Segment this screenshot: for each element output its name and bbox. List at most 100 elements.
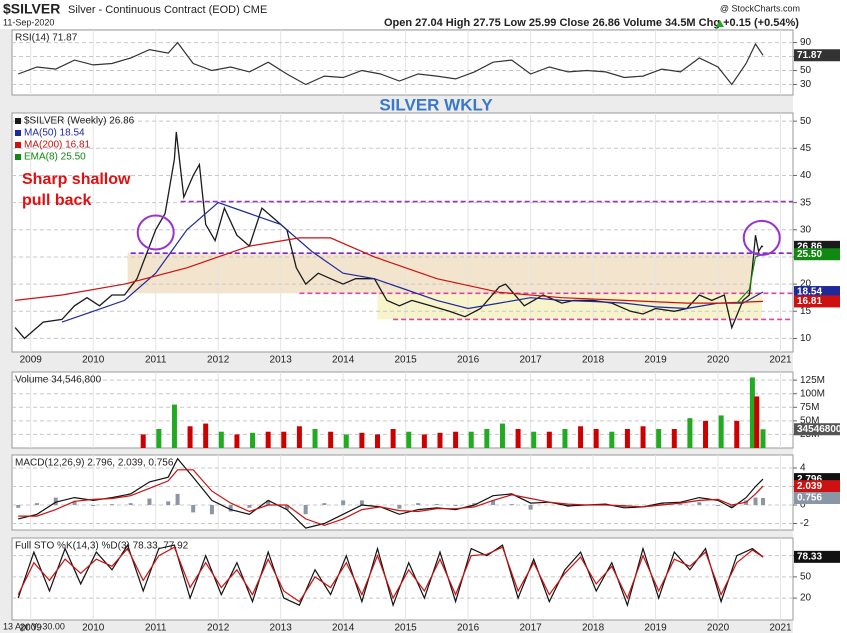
volume-bar xyxy=(312,429,318,448)
panel-title: MACD(12,26,9) 2.796, 2.039, 0.756 xyxy=(15,458,174,469)
histogram-bar xyxy=(416,503,421,505)
value-badge-label: 26.86 xyxy=(797,241,822,252)
up-arrow xyxy=(716,20,724,27)
volume-bar xyxy=(421,434,427,448)
volume-bar xyxy=(328,431,334,448)
annotation: Sharp shallow xyxy=(22,171,131,188)
value-badge-label: 78.33 xyxy=(797,551,822,562)
header-bar xyxy=(0,0,847,29)
volume-bar xyxy=(281,431,287,448)
histogram-bar xyxy=(209,505,214,515)
x-tick-label: 2020 xyxy=(707,623,730,633)
volume-bar xyxy=(390,429,396,448)
histogram-bar xyxy=(175,493,180,505)
series-line xyxy=(61,201,764,323)
volume-bar xyxy=(468,431,474,448)
x-tick-label: 2021 xyxy=(769,355,792,366)
panel-frame xyxy=(11,454,794,531)
value-badge-label: 34546800 xyxy=(797,424,842,435)
volume-bar xyxy=(437,432,443,448)
instrument-name: Silver - Continuous Contract (EOD) CME xyxy=(68,4,267,16)
series-line xyxy=(18,457,764,529)
y-tick-label: 50 xyxy=(800,572,812,583)
y-tick-label: 45 xyxy=(800,143,812,154)
y-tick-label: 40 xyxy=(800,170,812,181)
volume-bar xyxy=(265,431,271,448)
x-tick-label: 2014 xyxy=(332,623,355,633)
histogram-bar xyxy=(716,505,721,506)
x-tick-label: 2021 xyxy=(769,623,792,633)
histogram-bar xyxy=(509,504,514,505)
volume-bar xyxy=(703,420,709,448)
x-tick-label: 2015 xyxy=(394,355,417,366)
volume-bar xyxy=(734,420,740,448)
x-tick-label: 2015 xyxy=(394,623,417,633)
value-badge-label: 25.50 xyxy=(797,249,822,260)
panel xyxy=(12,30,793,95)
volume-bar xyxy=(484,429,490,448)
volume-bar xyxy=(640,426,646,448)
x-tick-label: 2016 xyxy=(457,623,480,633)
volume-bar xyxy=(718,415,724,448)
x-tick-label: 2012 xyxy=(207,355,230,366)
volume-bar xyxy=(624,429,630,448)
histogram-bar xyxy=(697,502,702,505)
histogram-bar xyxy=(761,498,766,505)
panel xyxy=(12,538,793,620)
y-tick-label: 35 xyxy=(800,197,812,208)
x-tick-label: 2013 xyxy=(270,623,293,633)
histogram-bar xyxy=(528,505,533,510)
volume-bar xyxy=(375,434,381,448)
histogram-bar xyxy=(191,505,196,513)
highlight-circle xyxy=(742,219,781,256)
x-tick-label: 2011 xyxy=(145,623,167,633)
x-tick-label: 2009 xyxy=(20,623,43,633)
series-line xyxy=(17,546,764,603)
y-tick-label: 0 xyxy=(800,500,806,511)
value-badge-label: 16.81 xyxy=(797,296,822,307)
y-tick-label: 10 xyxy=(800,333,812,344)
volume-bar xyxy=(171,404,177,448)
y-tick-label: 15 xyxy=(800,306,812,317)
value-badge xyxy=(794,295,840,308)
volume-bar xyxy=(578,426,584,448)
x-tick-label: 2018 xyxy=(582,623,605,633)
panel xyxy=(12,455,793,530)
x-tick-label: 2016 xyxy=(457,355,480,366)
volume-bar xyxy=(760,429,766,448)
panel xyxy=(12,372,793,448)
value-badge xyxy=(794,480,840,493)
histogram-bar xyxy=(322,503,327,505)
date: 11-Sep-2020 xyxy=(3,17,54,27)
legend-swatch xyxy=(15,154,21,160)
histogram-bar xyxy=(397,505,402,509)
x-tick-label: 2019 xyxy=(644,355,667,366)
overlay-title: SILVER WKLY xyxy=(379,95,493,114)
value-badge-label: 2.796 xyxy=(797,474,822,485)
value-badge-label: 18.54 xyxy=(797,287,822,298)
support-band xyxy=(127,253,753,294)
histogram-bar xyxy=(109,504,114,505)
credit: @ StockCharts.com xyxy=(720,3,800,13)
series-line xyxy=(17,41,764,86)
x-tick-label: 2012 xyxy=(207,623,230,633)
y-tick-label: 50 xyxy=(800,65,812,76)
volume-bar xyxy=(218,431,224,448)
axis-area xyxy=(793,29,847,633)
histogram-bar xyxy=(303,505,308,515)
volume-bar xyxy=(296,426,302,448)
histogram-bar xyxy=(453,505,458,506)
y-tick-label: -2 xyxy=(800,518,809,529)
volume-bar xyxy=(453,431,459,448)
histogram-bar xyxy=(491,500,496,505)
histogram-bar xyxy=(247,505,252,508)
y-tick-label: 20 xyxy=(800,593,812,604)
volume-bar xyxy=(609,431,615,448)
legend-swatch xyxy=(15,118,21,124)
x-tick-label: 2017 xyxy=(519,355,542,366)
histogram-bar xyxy=(729,505,734,508)
y-tick-label: 75M xyxy=(800,402,819,413)
value-badge xyxy=(794,492,840,504)
x-tick-label: 2019 xyxy=(644,623,667,633)
volume-bar xyxy=(687,418,693,448)
